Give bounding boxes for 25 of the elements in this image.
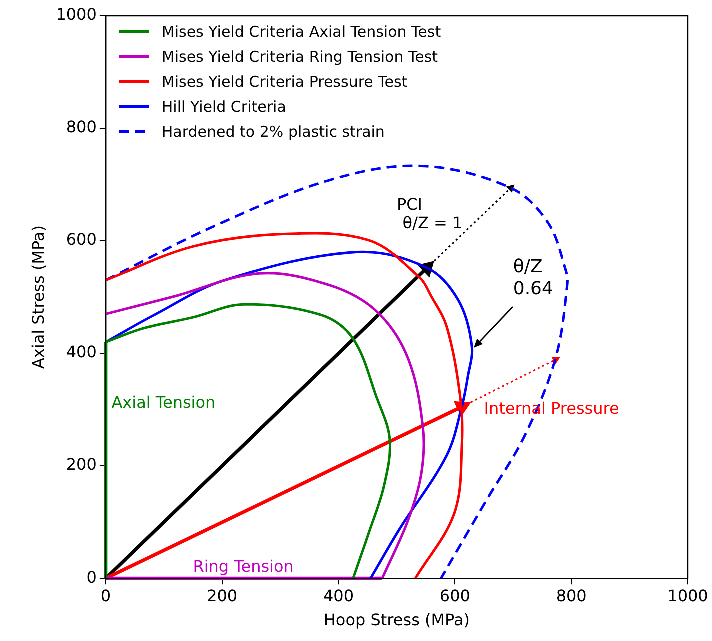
y-tick-label: 600 bbox=[66, 230, 97, 250]
annotation: PCI bbox=[396, 194, 423, 214]
y-tick-label: 0 bbox=[86, 568, 97, 587]
y-tick-label: 1000 bbox=[56, 5, 97, 24]
annotation: 0.64 bbox=[513, 278, 554, 300]
x-tick-label: 1000 bbox=[668, 586, 708, 606]
legend-label: Mises Yield Criteria Ring Tension Test bbox=[162, 47, 438, 67]
annotation: θ/Z bbox=[513, 256, 543, 278]
y-axis-title: Axial Stress (MPa) bbox=[28, 226, 48, 370]
x-tick-label: 200 bbox=[207, 586, 238, 606]
legend-label: Mises Yield Criteria Pressure Test bbox=[162, 72, 408, 92]
legend-label: Mises Yield Criteria Axial Tension Test bbox=[162, 22, 442, 42]
legend-label: Hill Yield Criteria bbox=[162, 97, 286, 117]
x-tick-label: 400 bbox=[323, 586, 354, 606]
x-axis-title: Hoop Stress (MPa) bbox=[324, 610, 470, 630]
y-tick-label: 800 bbox=[66, 118, 97, 137]
annotation: Ring Tension bbox=[193, 557, 294, 576]
y-tick-label: 200 bbox=[66, 455, 97, 474]
annotation: Axial Tension bbox=[112, 392, 216, 412]
x-tick-label: 800 bbox=[556, 586, 587, 606]
annotation: θ/Z = 1 bbox=[402, 213, 463, 232]
legend-label: Hardened to 2% plastic strain bbox=[162, 122, 385, 142]
x-tick-label: 0 bbox=[100, 586, 112, 606]
x-tick-label: 600 bbox=[440, 586, 470, 606]
y-tick-label: 400 bbox=[66, 342, 97, 362]
